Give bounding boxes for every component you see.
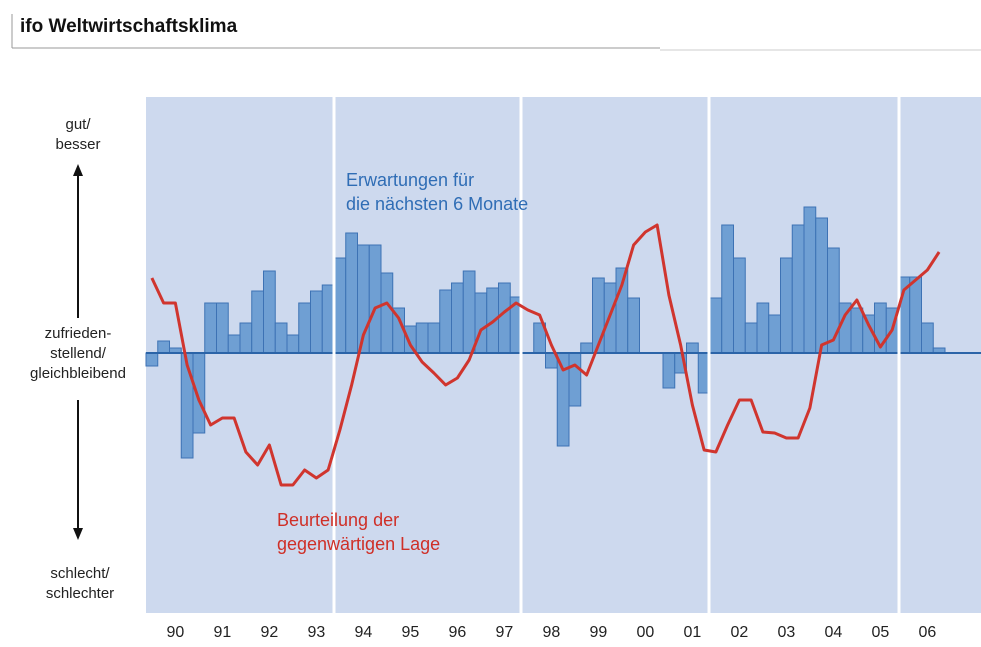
bar <box>380 272 394 354</box>
marks <box>145 206 981 459</box>
bar <box>803 206 817 354</box>
bar <box>451 282 464 354</box>
x-tick-label: 05 <box>871 624 889 641</box>
bar <box>204 302 217 354</box>
bar <box>345 232 358 354</box>
bar <box>850 307 864 354</box>
bar <box>227 334 241 354</box>
bar <box>909 276 922 354</box>
bar <box>321 284 335 354</box>
arrow-up-head <box>73 164 83 176</box>
bar <box>580 342 593 354</box>
bar <box>709 297 723 354</box>
y-label-top: gut/ besser <box>55 116 101 153</box>
series-label: Beurteilung der gegenwärtigen Lage <box>277 510 441 554</box>
x-tick-label: 99 <box>589 624 607 641</box>
bar <box>239 322 253 354</box>
bar <box>439 289 452 354</box>
x-tick-label: 98 <box>542 624 560 641</box>
bar <box>721 224 734 354</box>
x-axis: 90 91 92 93 94 95 96 97 98 99 00 01 02 03 04 05 06 <box>166 624 936 641</box>
x-tick-label: 02 <box>730 624 748 641</box>
bar <box>627 297 640 354</box>
separators <box>332 97 901 613</box>
bar <box>192 352 206 434</box>
direction-arrow <box>73 164 83 540</box>
bar <box>768 314 781 354</box>
line <box>150 223 941 487</box>
bar <box>921 322 934 354</box>
bar <box>263 270 276 354</box>
bar <box>333 257 347 354</box>
arrow-down-head <box>73 528 83 540</box>
bar <box>686 342 699 354</box>
y-label-bottom: schlecht/ schlechter <box>45 565 115 602</box>
bar <box>216 302 229 354</box>
x-tick-label: 90 <box>166 624 184 641</box>
bar <box>498 282 511 354</box>
bar <box>780 257 793 354</box>
x-tick-label: 92 <box>260 624 278 641</box>
bar <box>791 224 805 354</box>
chart-title: ifo Weltwirtschaftsklima <box>20 16 238 37</box>
bar <box>251 290 264 354</box>
x-tick-label: 97 <box>495 624 513 641</box>
bar <box>298 302 311 354</box>
bar <box>744 322 758 354</box>
bar <box>310 290 323 354</box>
bar <box>368 244 382 354</box>
x-tick-label: 04 <box>824 624 842 641</box>
y-label-middle: zufrieden- stellend/ gleichbleibend <box>30 325 126 382</box>
x-tick-label: 95 <box>401 624 419 641</box>
bar <box>415 322 429 354</box>
bar <box>568 352 582 407</box>
x-tick-label: 91 <box>213 624 231 641</box>
x-tick-label: 96 <box>448 624 466 641</box>
x-tick-label: 03 <box>777 624 795 641</box>
bar <box>815 217 828 354</box>
series-label: Erwartungen für die nächsten 6 Monate <box>346 170 529 214</box>
bar <box>756 302 770 354</box>
x-tick-label: 94 <box>354 624 372 641</box>
overlay <box>150 223 941 487</box>
bar <box>286 334 300 354</box>
bar <box>462 270 476 354</box>
bar <box>427 322 441 354</box>
x-tick-label: 06 <box>918 624 936 641</box>
bar <box>733 257 746 354</box>
bar <box>274 322 288 354</box>
x-tick-label: 00 <box>636 624 654 641</box>
x-tick-label: 01 <box>683 624 701 641</box>
bar <box>157 340 170 354</box>
bar <box>662 352 676 389</box>
x-tick-label: 93 <box>307 624 325 641</box>
